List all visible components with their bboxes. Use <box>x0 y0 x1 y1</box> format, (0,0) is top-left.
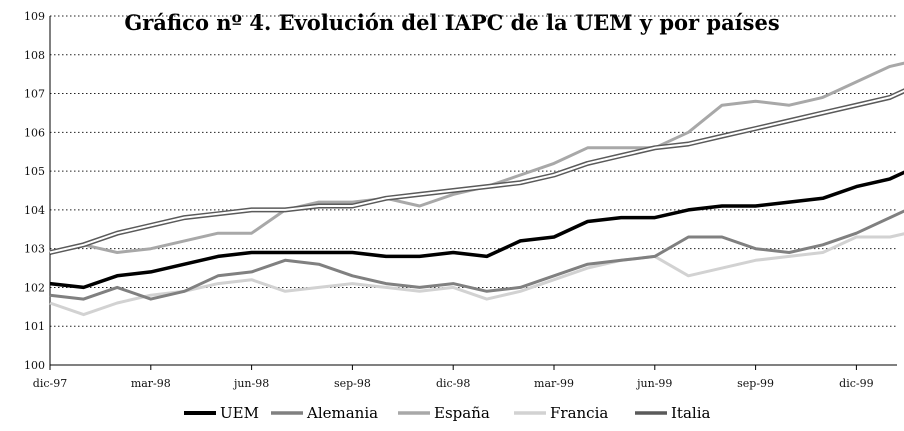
y-tick-label: 103 <box>24 243 45 256</box>
series-line-uem <box>49 170 904 290</box>
series-line-italia-inner <box>49 89 904 254</box>
x-tick-label: dic-98 <box>436 377 470 390</box>
series-line-francia <box>49 232 904 317</box>
legend-label-espana: España <box>434 404 490 422</box>
y-tick-label: 100 <box>24 359 45 372</box>
y-tick-label: 105 <box>24 165 45 178</box>
x-tick-label: mar-98 <box>131 377 171 390</box>
y-tick-label: 104 <box>24 204 45 217</box>
series-line-italia-outer <box>49 88 904 255</box>
x-tick-label: jun-98 <box>232 377 269 390</box>
x-tick-label: mar-99 <box>534 377 574 390</box>
y-axis: 100 101 102 103 104 105 106 107 108 109 <box>24 10 51 372</box>
series-group <box>49 61 904 317</box>
y-tick-label: 108 <box>24 49 45 62</box>
y-tick-label: 106 <box>24 126 45 139</box>
x-tick-label: jun-99 <box>635 377 672 390</box>
legend-label-italia: Italia <box>671 404 710 422</box>
legend: UEM Alemania España Francia Italia <box>184 404 710 422</box>
x-tick-label: sep-99 <box>737 377 774 390</box>
gridlines <box>50 15 897 327</box>
x-tick-label: dic-97 <box>33 377 67 390</box>
y-tick-label: 102 <box>24 281 45 294</box>
y-tick-label: 101 <box>24 320 45 333</box>
x-tick-label: dic-99 <box>839 377 873 390</box>
y-tick-label: 107 <box>24 88 45 101</box>
x-axis: dic-97 mar-98 jun-98 sep-98 dic-98 mar-99 jun-… <box>33 364 897 390</box>
legend-label-alemania: Alemania <box>306 404 378 422</box>
legend-label-francia: Francia <box>550 404 608 422</box>
chart-title: Gráfico nº 4. Evolución del IAPC de la U… <box>124 10 779 35</box>
legend-label-uem: UEM <box>220 404 259 422</box>
x-tick-label: sep-98 <box>334 377 371 390</box>
series-line-alemania <box>49 209 904 301</box>
y-tick-label: 109 <box>24 10 45 23</box>
series-line-espana <box>49 61 904 254</box>
